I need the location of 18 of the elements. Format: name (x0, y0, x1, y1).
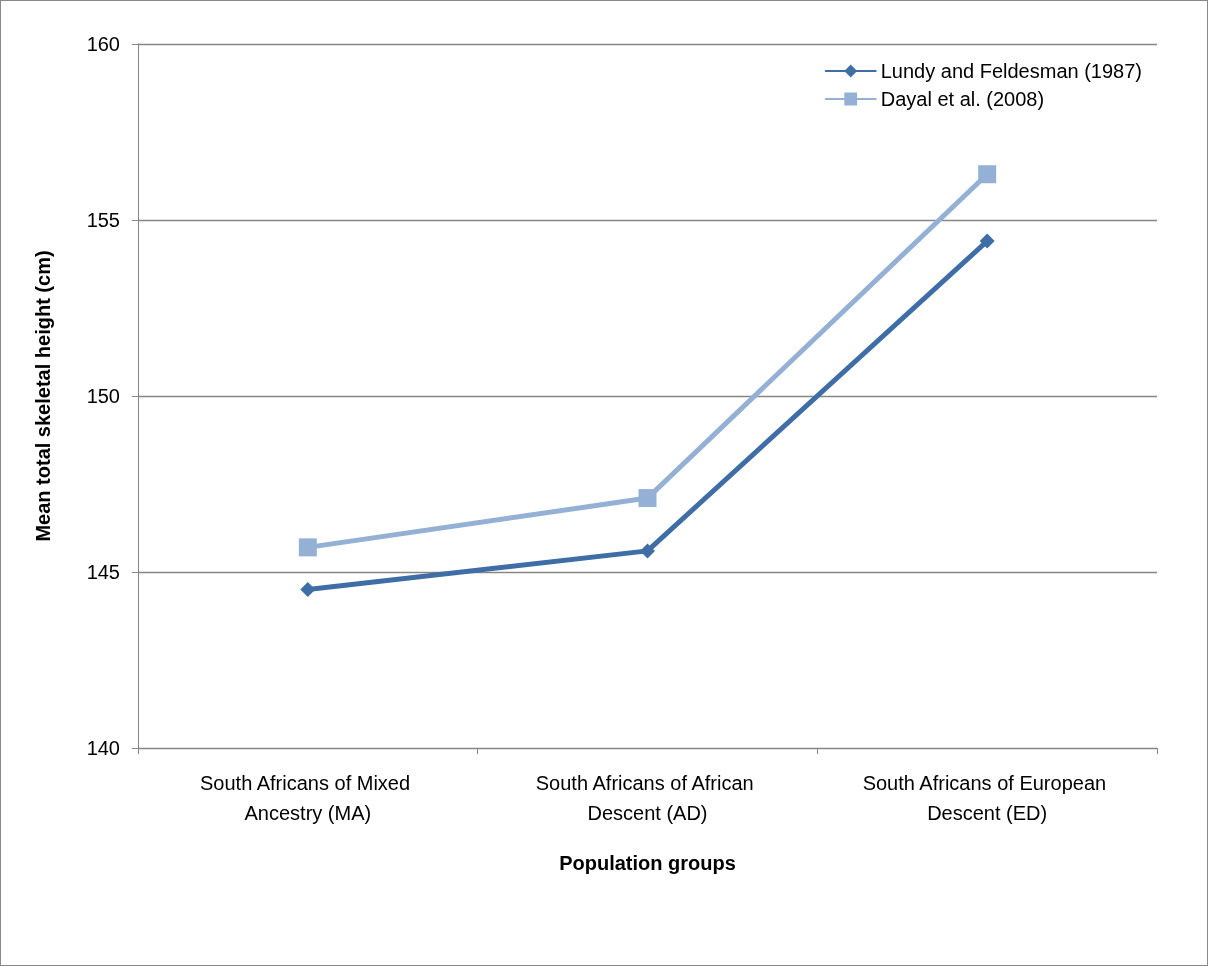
y-tick-label: 155 (86, 209, 120, 231)
point (640, 543, 655, 559)
y-tick-label: 145 (86, 561, 120, 583)
x-tick-label: South Africans of African Descent (AD) (535, 772, 760, 824)
x-tick-label: South Africans of Mixed Ancestry (MA) (200, 772, 416, 824)
y-tick-label: 160 (86, 33, 120, 55)
y-tick-label: 140 (86, 737, 120, 759)
point (300, 582, 316, 598)
point (979, 233, 995, 249)
x-tick-label: South Africans of European Descent (ED) (862, 772, 1112, 824)
point (298, 538, 317, 557)
point (978, 165, 997, 184)
point (638, 489, 657, 508)
legend-label: Lundy and Feldesman (1987) (880, 60, 1142, 82)
y-tick-label: 150 (86, 385, 120, 407)
y-axis-title: Mean total skeletal height (cm) (32, 250, 54, 542)
legend-label: Dayal et al. (2008) (880, 88, 1045, 110)
x-axis-title: Population groups (559, 852, 736, 874)
